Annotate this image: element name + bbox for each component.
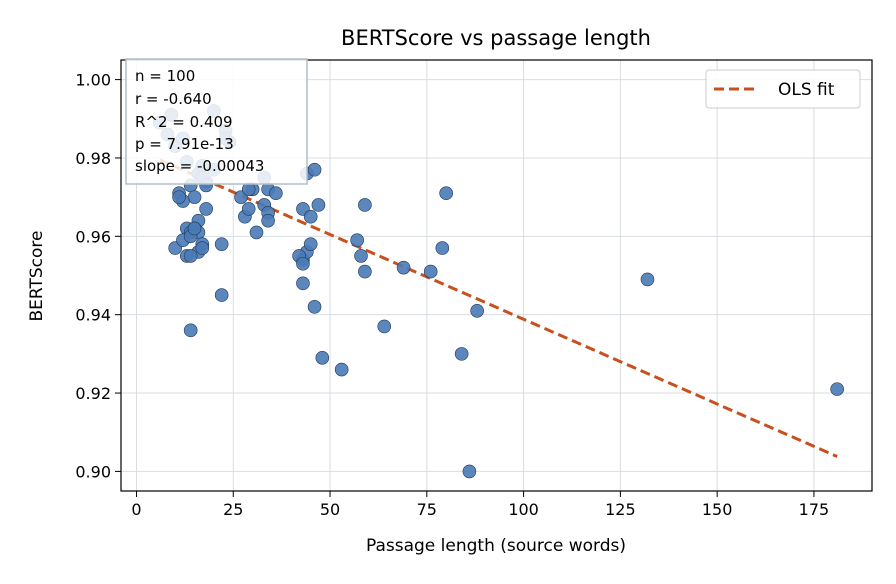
data-point bbox=[183, 323, 198, 338]
data-point bbox=[214, 237, 229, 251]
y-axis-label: BERTScore bbox=[27, 231, 47, 322]
x-tick-label: 125 bbox=[605, 500, 636, 519]
stats-line-r: r = -0.640 bbox=[135, 90, 212, 108]
data-point bbox=[303, 209, 318, 224]
data-point bbox=[303, 237, 318, 251]
data-point bbox=[454, 347, 469, 361]
data-point bbox=[439, 186, 453, 201]
data-point bbox=[377, 319, 392, 334]
legend: OLS fit bbox=[705, 69, 861, 109]
data-point bbox=[214, 288, 229, 302]
data-point bbox=[261, 213, 275, 228]
data-point bbox=[307, 162, 322, 177]
y-tick-label: 1.00 bbox=[75, 71, 111, 90]
x-axis-ticks: 0 25 50 75 100 125 150 175 bbox=[131, 491, 829, 519]
data-point bbox=[187, 190, 202, 204]
x-tick-label: 50 bbox=[320, 500, 340, 519]
y-tick-label: 0.90 bbox=[75, 462, 111, 481]
data-point bbox=[241, 202, 256, 216]
data-point bbox=[640, 272, 655, 287]
data-point bbox=[470, 303, 484, 318]
y-tick-label: 0.96 bbox=[75, 227, 111, 246]
data-point bbox=[396, 260, 411, 275]
data-point bbox=[462, 464, 477, 479]
data-point bbox=[296, 276, 310, 291]
legend-frame bbox=[705, 69, 861, 109]
x-tick-label: 150 bbox=[702, 500, 733, 519]
data-point bbox=[296, 256, 310, 271]
chart-title: BERTScore vs passage length bbox=[341, 26, 651, 50]
data-point bbox=[172, 190, 186, 204]
data-point bbox=[311, 198, 326, 212]
x-tick-label: 25 bbox=[223, 500, 243, 519]
data-point bbox=[423, 264, 438, 279]
data-point bbox=[358, 264, 372, 279]
x-tick-label: 100 bbox=[508, 500, 539, 519]
grid-lines bbox=[121, 60, 872, 491]
stats-line-n: n = 100 bbox=[135, 67, 195, 85]
stats-box-frame bbox=[125, 58, 308, 185]
data-point bbox=[269, 186, 283, 201]
y-tick-label: 0.92 bbox=[75, 384, 111, 403]
data-point bbox=[307, 300, 322, 314]
data-point bbox=[199, 202, 213, 216]
plot-frame bbox=[120, 59, 873, 492]
stats-line-p: p = 7.91e-13 bbox=[135, 135, 234, 153]
data-point bbox=[187, 221, 202, 236]
data-point bbox=[315, 350, 330, 365]
data-point bbox=[830, 382, 844, 396]
y-tick-label: 0.94 bbox=[75, 306, 111, 325]
data-point bbox=[354, 249, 368, 263]
y-tick-label: 0.98 bbox=[75, 149, 111, 168]
data-point bbox=[183, 249, 198, 263]
stats-line-slope: slope = -0.00043 bbox=[135, 157, 264, 175]
x-axis-label: Passage length (source words) bbox=[366, 536, 626, 556]
x-tick-label: 175 bbox=[799, 500, 830, 519]
data-point bbox=[195, 241, 210, 255]
y-axis-ticks: 0.90 0.92 0.94 0.96 0.98 1.00 bbox=[75, 71, 121, 481]
data-point bbox=[334, 362, 349, 377]
data-point bbox=[435, 241, 450, 255]
legend-label-ols-fit: OLS fit bbox=[778, 80, 835, 100]
x-tick-label: 0 bbox=[131, 500, 141, 519]
x-tick-label: 75 bbox=[417, 500, 437, 519]
data-point bbox=[249, 225, 264, 240]
stats-line-r2: R^2 = 0.409 bbox=[135, 113, 233, 131]
data-point bbox=[350, 233, 364, 248]
data-point bbox=[358, 198, 372, 212]
stats-box: n = 100 r = -0.640 R^2 = 0.409 p = 7.91e… bbox=[125, 58, 308, 185]
